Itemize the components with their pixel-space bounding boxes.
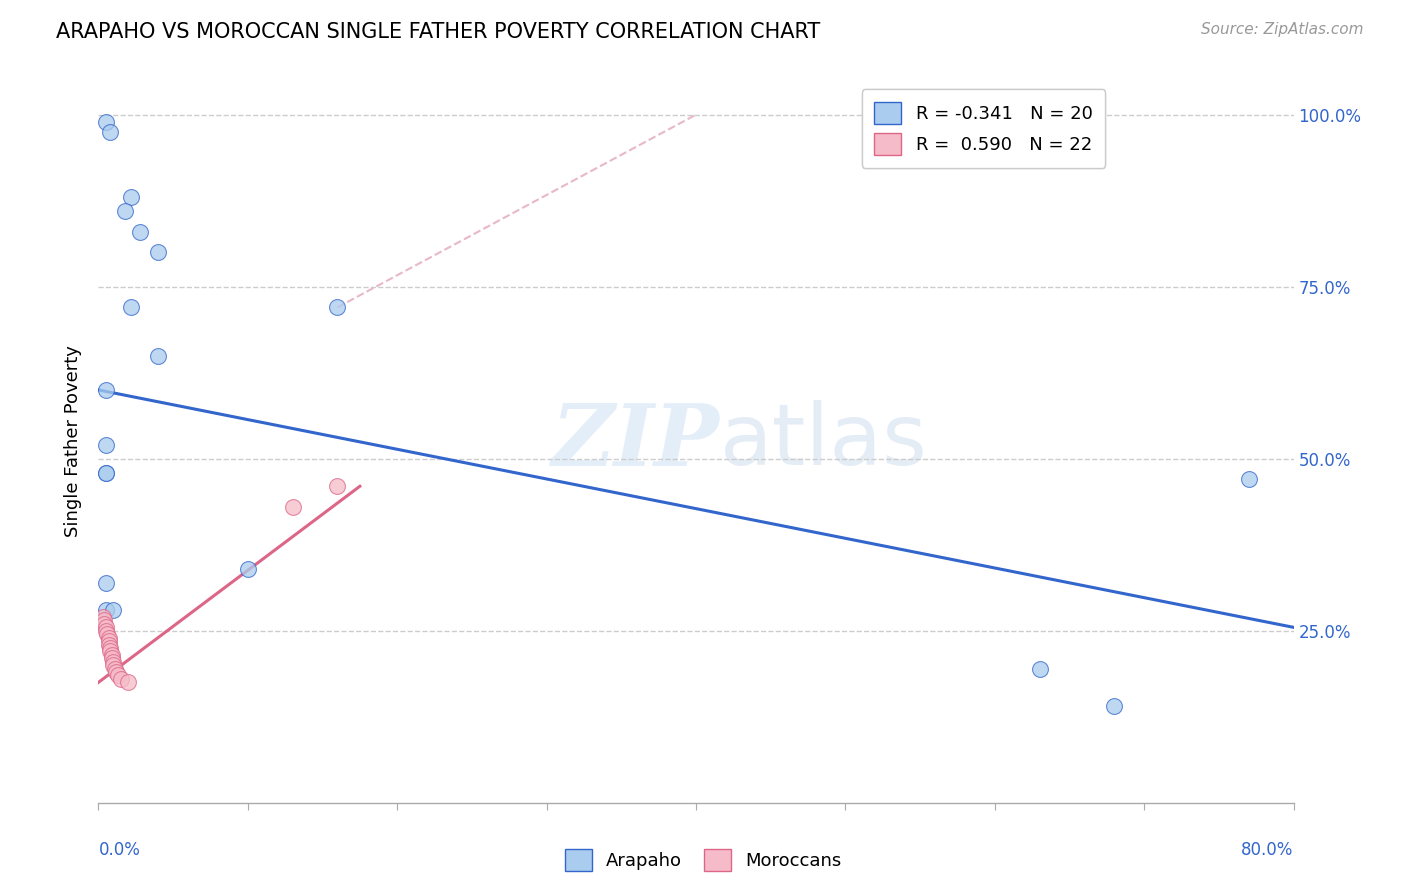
Point <box>94 466 117 480</box>
Point <box>326 479 349 493</box>
Point <box>1028 662 1050 676</box>
Point <box>103 655 125 669</box>
Text: 80.0%: 80.0% <box>1241 840 1294 859</box>
Y-axis label: Single Father Poverty: Single Father Poverty <box>65 345 83 538</box>
Point <box>103 603 125 617</box>
Point <box>94 620 117 634</box>
Point <box>117 675 139 690</box>
Point <box>120 190 142 204</box>
Point <box>105 665 128 679</box>
Point <box>326 301 349 315</box>
Point <box>94 114 117 128</box>
Point <box>129 225 152 239</box>
Point <box>94 438 117 452</box>
Point <box>1237 472 1260 486</box>
Legend: Arapaho, Moroccans: Arapaho, Moroccans <box>557 842 849 879</box>
Point <box>120 301 142 315</box>
Point <box>107 668 129 682</box>
Point <box>94 603 117 617</box>
Point <box>96 627 118 641</box>
Point <box>101 648 124 662</box>
Point <box>97 634 120 648</box>
Point <box>94 466 117 480</box>
Legend: R = -0.341   N = 20, R =  0.590   N = 22: R = -0.341 N = 20, R = 0.590 N = 22 <box>862 89 1105 168</box>
Point <box>281 500 304 514</box>
Point <box>101 651 124 665</box>
Text: 0.0%: 0.0% <box>98 840 141 859</box>
Point <box>1104 699 1126 714</box>
Point <box>97 638 120 652</box>
Text: Source: ZipAtlas.com: Source: ZipAtlas.com <box>1201 22 1364 37</box>
Point <box>94 383 117 397</box>
Point <box>104 662 127 676</box>
Text: ZIP: ZIP <box>553 400 720 483</box>
Point <box>97 631 120 645</box>
Point <box>103 658 125 673</box>
Point <box>98 640 122 655</box>
Point <box>98 644 122 658</box>
Point <box>114 204 136 219</box>
Point <box>94 575 117 590</box>
Point <box>91 610 114 624</box>
Point <box>148 349 170 363</box>
Point <box>93 614 115 628</box>
Text: ARAPAHO VS MOROCCAN SINGLE FATHER POVERTY CORRELATION CHART: ARAPAHO VS MOROCCAN SINGLE FATHER POVERT… <box>56 22 821 42</box>
Point <box>148 245 170 260</box>
Point <box>236 562 259 576</box>
Text: atlas: atlas <box>720 400 928 483</box>
Point <box>93 616 115 631</box>
Point <box>110 672 132 686</box>
Point <box>94 624 117 638</box>
Point <box>98 125 122 139</box>
